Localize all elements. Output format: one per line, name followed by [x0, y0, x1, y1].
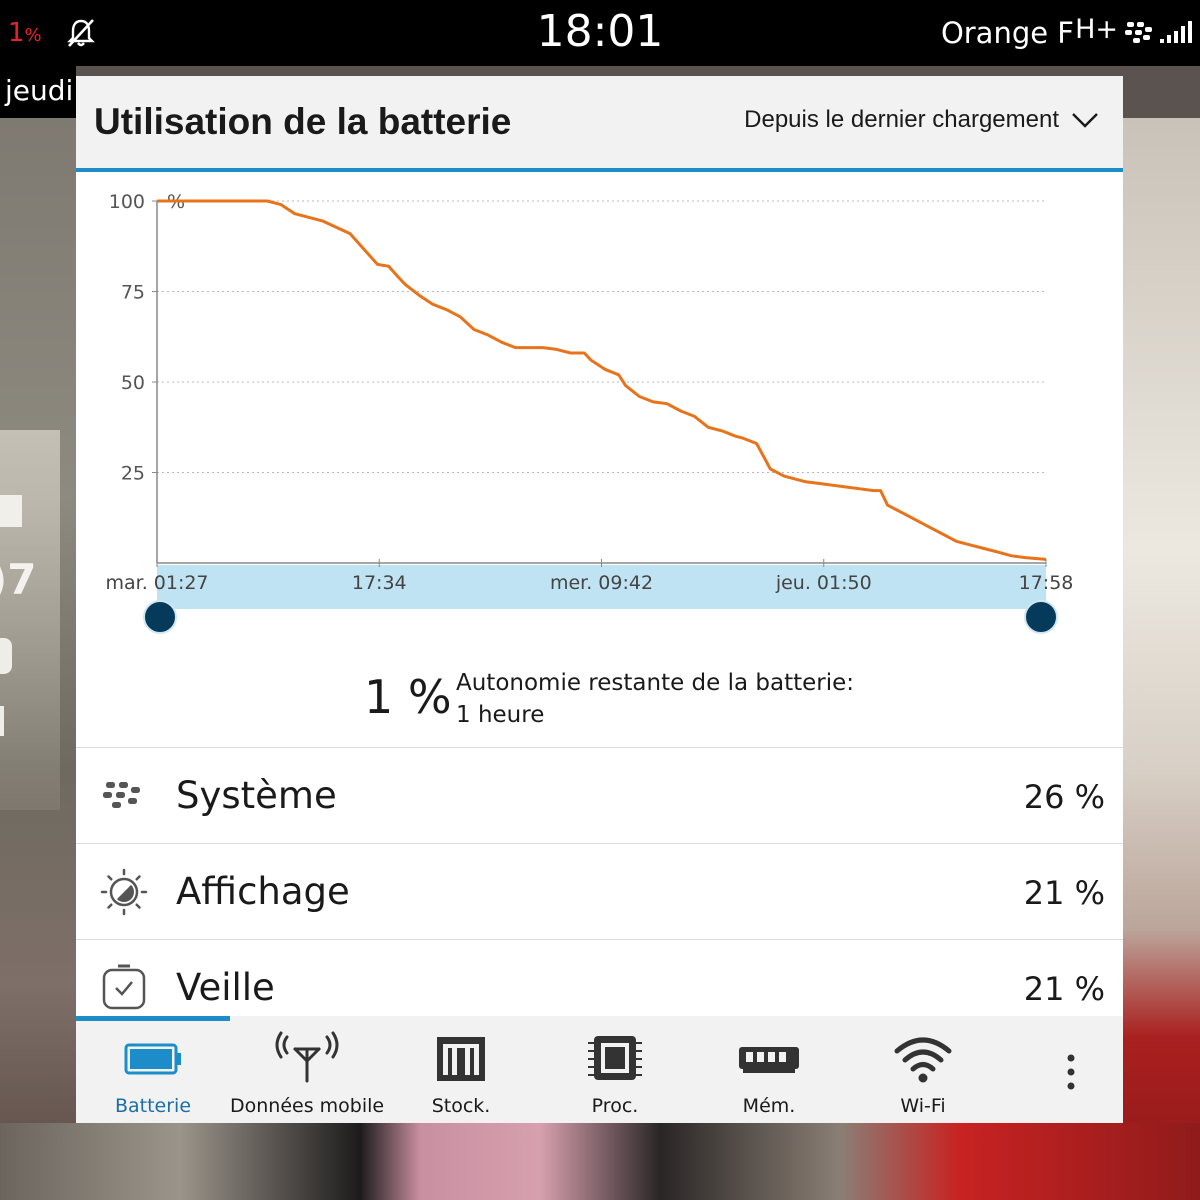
- usage-percent: 26 %: [1023, 778, 1105, 816]
- y-tick-label: 25: [121, 463, 145, 485]
- list-item-display[interactable]: Affichage 21 %: [76, 843, 1123, 939]
- signal-icon: [1160, 21, 1192, 43]
- x-tick-label: jeu. 01:50: [775, 572, 872, 594]
- wallpaper-left-highlight: [0, 430, 60, 810]
- lockscreen-clock-fragment: )7: [0, 555, 37, 604]
- remaining-percent: 1 %: [364, 670, 452, 724]
- panel-header: Utilisation de la batterie Depuis le der…: [76, 76, 1123, 172]
- wifi-icon: [894, 1037, 952, 1083]
- status-network-type: H+: [1075, 14, 1118, 45]
- tab-label: Proc.: [591, 1095, 639, 1117]
- lockscreen-indicator: [0, 706, 4, 736]
- standby-icon: [102, 964, 146, 1010]
- status-carrier: Orange F: [940, 16, 1074, 50]
- brightness-icon: [100, 868, 148, 916]
- bell-icon: [0, 638, 12, 674]
- usage-name: Affichage: [176, 870, 350, 913]
- list-item-standby[interactable]: Veille 21 %: [76, 939, 1123, 1035]
- active-tab-indicator: [76, 1016, 230, 1021]
- tab-label: Batterie: [114, 1095, 192, 1117]
- more-vertical-icon: [1067, 1054, 1075, 1090]
- x-tick-label: 17:34: [352, 572, 407, 594]
- chevron-down-icon: [1072, 113, 1098, 128]
- status-battery-value: 1: [8, 18, 25, 48]
- memory-icon: [739, 1047, 799, 1073]
- usage-list: Système 26 % Affichage 21 %: [76, 747, 1123, 1035]
- usage-percent: 21 %: [1023, 874, 1105, 912]
- tab-storage[interactable]: Stock.: [384, 1021, 538, 1123]
- status-bar: 1% 18:01 Orange F H+: [0, 0, 1200, 66]
- x-tick-label: 17:58: [1019, 572, 1074, 594]
- usage-percent: 21 %: [1023, 970, 1105, 1008]
- remaining-autonomy-value: 1 heure: [456, 702, 545, 728]
- lockscreen-date: jeudi: [0, 66, 76, 118]
- page-title: Utilisation de la batterie: [94, 101, 512, 142]
- bottom-tab-bar: Batterie Données mobile: [76, 1016, 1123, 1123]
- battery-usage-panel: Utilisation de la batterie Depuis le der…: [76, 76, 1123, 1123]
- battery-level-line: [157, 199, 1047, 561]
- period-dropdown-label: Depuis le dernier chargement: [744, 106, 1059, 133]
- range-end-handle[interactable]: [1024, 600, 1058, 634]
- notifications-muted-icon[interactable]: [64, 16, 98, 50]
- processor-icon: [588, 1036, 642, 1080]
- blackberry-icon: [103, 782, 140, 808]
- remaining-autonomy-label: Autonomie restante de la batterie:: [456, 670, 855, 696]
- wallpaper-bottom-strip: [0, 1123, 1200, 1200]
- storage-icon: [437, 1037, 485, 1081]
- y-tick-label: 75: [121, 282, 145, 304]
- status-battery-unit: %: [24, 25, 42, 46]
- status-battery-level: 1%: [8, 18, 42, 48]
- lockscreen-day: jeudi: [5, 74, 74, 107]
- battery-level-chart: 100 75 50 25% mar. 01:27 17:34 mer. 09:42 jeu. …: [76, 172, 1123, 642]
- tab-mobile-data[interactable]: Données mobile: [230, 1021, 384, 1123]
- wallpaper-right-strip: [1123, 118, 1200, 1200]
- antenna-icon: [275, 1031, 339, 1083]
- status-time: 18:01: [536, 6, 664, 57]
- range-start-handle[interactable]: [143, 600, 177, 634]
- tab-processor[interactable]: Proc.: [538, 1021, 692, 1123]
- period-dropdown[interactable]: Depuis le dernier chargement: [744, 106, 1099, 134]
- tab-wifi[interactable]: Wi-Fi: [846, 1021, 1000, 1123]
- usage-name: Système: [176, 774, 337, 817]
- tab-label: Mém.: [742, 1095, 796, 1117]
- y-tick-label: 100: [109, 191, 145, 213]
- x-tick-label: mer. 09:42: [550, 572, 653, 594]
- range-selection-band: [157, 565, 1046, 609]
- battery-summary: 1 % Autonomie restante de la batterie: 1…: [76, 656, 1123, 748]
- y-tick-label: 50: [121, 372, 145, 394]
- list-item-system[interactable]: Système 26 %: [76, 747, 1123, 843]
- envelope-icon: [0, 495, 22, 527]
- tab-memory[interactable]: Mém.: [692, 1021, 846, 1123]
- x-tick-label: mar. 01:27: [105, 572, 208, 594]
- battery-icon: [124, 1043, 181, 1075]
- more-menu-button[interactable]: [1046, 1021, 1096, 1123]
- bbm-icon: [1125, 22, 1152, 43]
- tab-label: Données mobile: [230, 1095, 384, 1117]
- usage-name: Veille: [176, 966, 275, 1009]
- tab-battery[interactable]: Batterie: [76, 1021, 230, 1123]
- tab-label: Stock.: [431, 1095, 491, 1117]
- tab-label: Wi-Fi: [900, 1095, 946, 1117]
